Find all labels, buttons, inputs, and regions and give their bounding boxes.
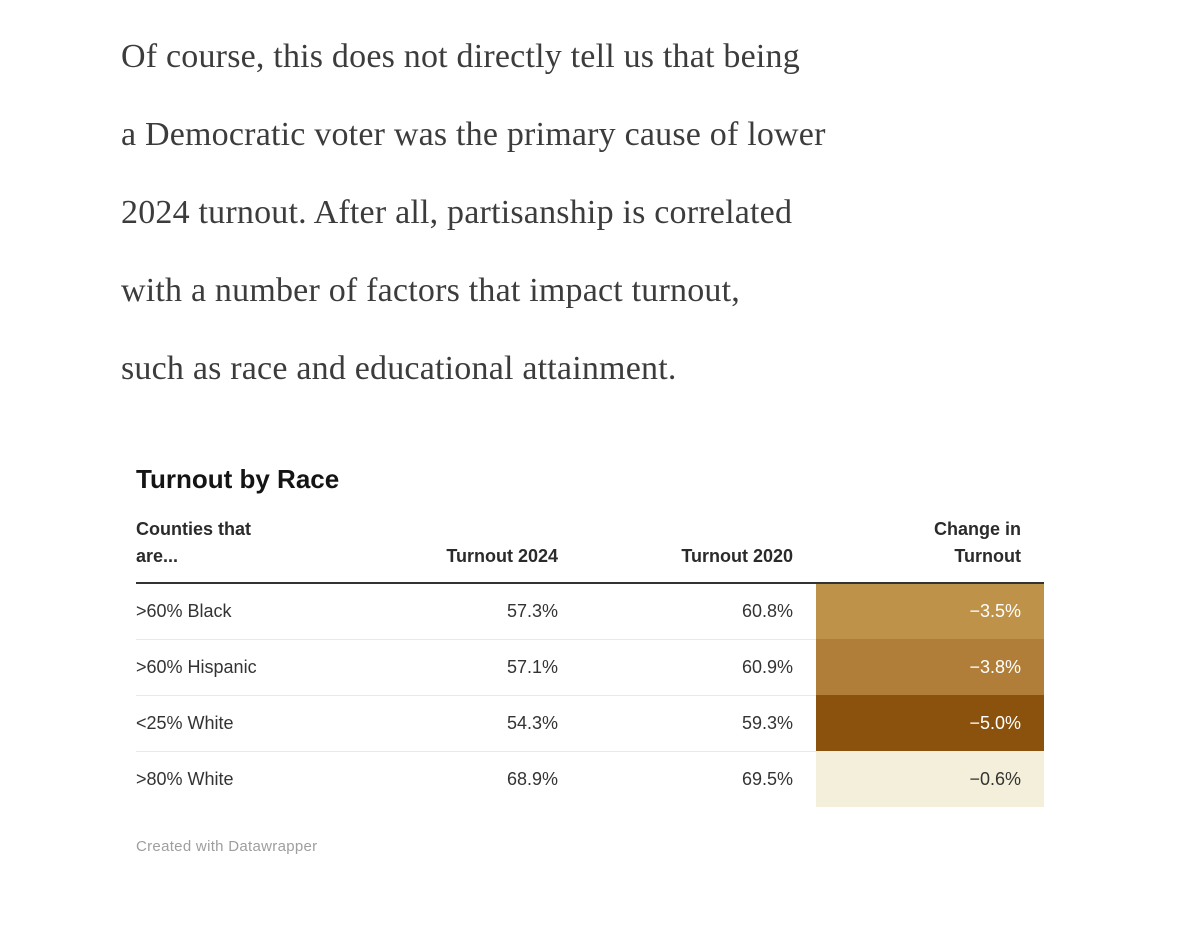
cell-change-heatmap: −3.8% <box>816 639 1044 695</box>
table-row: >60% Hispanic 57.1% 60.9% −3.8% <box>136 638 1044 695</box>
cell-change-heatmap: −5.0% <box>816 695 1044 751</box>
cell-change-heatmap: −3.5% <box>816 583 1044 639</box>
chart-title: Turnout by Race <box>136 464 340 494</box>
column-header-counties: Counties that are... <box>136 516 366 584</box>
cell-turnout-2020: 69.5% <box>581 750 816 807</box>
table-row: <25% White 54.3% 59.3% −5.0% <box>136 694 1044 751</box>
cell-turnout-2020: 59.3% <box>581 694 816 751</box>
paragraph-line: 2024 turnout. After all, partisanship is… <box>121 194 793 231</box>
cell-turnout-2020: 60.9% <box>581 638 816 695</box>
column-header-change: Change in Turnout <box>816 516 1044 584</box>
datawrapper-attribution-link[interactable]: Created with Datawrapper <box>136 838 318 855</box>
turnout-by-race-table: Counties that are... Turnout 2024 Turnou… <box>136 516 1044 807</box>
cell-category: >60% Black <box>136 600 232 621</box>
cell-turnout-2024: 57.1% <box>366 638 581 695</box>
cell-turnout-2024: 57.3% <box>506 600 558 621</box>
cell-change-heatmap: −0.6% <box>816 751 1044 807</box>
table-row: >60% Black 57.3% 60.8% −3.5% <box>136 583 1044 639</box>
datawrapper-embed: Turnout by Race Counties that are... Tur… <box>136 463 1044 856</box>
cell-category: >60% Hispanic <box>136 638 366 695</box>
paragraph-line: Of course, this does not directly tell u… <box>121 38 800 75</box>
paragraph-line: with a number of factors that impact tur… <box>121 272 740 309</box>
cell-category: <25% White <box>136 694 366 751</box>
paragraph-line: such as race and educational attainment. <box>121 350 677 387</box>
cell-category: >80% White <box>136 750 366 807</box>
table-header-row: Counties that are... Turnout 2024 Turnou… <box>136 516 1044 584</box>
column-header-turnout-2020: Turnout 2020 <box>581 516 816 584</box>
cell-turnout-2024: 54.3% <box>366 694 581 751</box>
article-paragraph: Of course, this does not directly tell u… <box>121 18 1058 408</box>
cell-turnout-2020: 60.8% <box>741 600 793 621</box>
cell-turnout-2024: 68.9% <box>366 750 581 807</box>
column-header-turnout-2024: Turnout 2024 <box>366 516 581 584</box>
table-row: >80% White 68.9% 69.5% −0.6% <box>136 750 1044 807</box>
paragraph-line: a Democratic voter was the primary cause… <box>121 116 826 153</box>
